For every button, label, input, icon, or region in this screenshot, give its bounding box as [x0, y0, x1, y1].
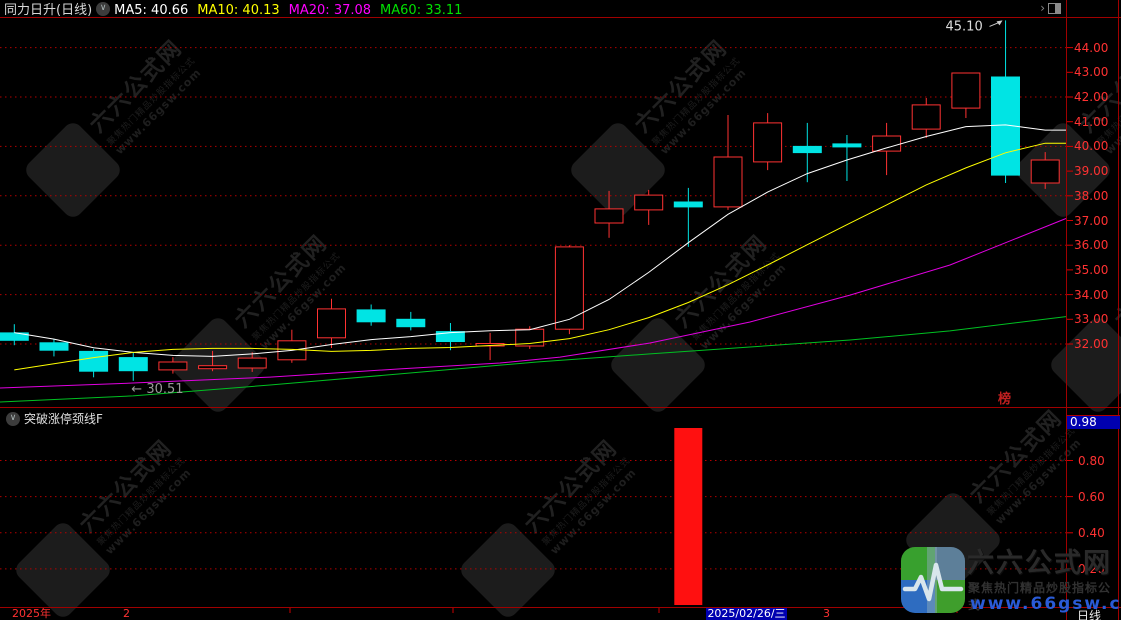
window-controls: › [1040, 1, 1061, 15]
logo-title: 六六公式网 [967, 548, 1112, 579]
period-label[interactable]: 日线 [1077, 609, 1102, 620]
chart-header: 同力日升(日线) ∨ MA5: 40.66 MA10: 40.13 MA20: 37… [0, 0, 1121, 18]
stock-title: 同力日升(日线) [4, 3, 93, 18]
high-annotation: 45.10 [946, 19, 983, 34]
logo-pulse-icon [901, 547, 965, 613]
split-panel-icon[interactable] [1048, 2, 1061, 14]
indicator-name: 突破涨停颈线F [24, 412, 103, 426]
ma-line-MA10 [14, 142, 1066, 371]
timeline-month-mar[interactable]: 3 [823, 607, 830, 620]
timeline-selected-date[interactable]: 2025/02/26/三 [706, 607, 787, 620]
collapse-chevron-icon[interactable]: ∨ [96, 1, 111, 16]
ma-line-MA20 [0, 218, 1067, 389]
ma-label: MA20: 37.08 [288, 3, 372, 18]
ma-line-MA5 [14, 124, 1066, 357]
indicator-header: ∨ 突破涨停颈线F [2, 410, 103, 427]
indicator-latest-value: 0.98 [1067, 415, 1120, 429]
rank-badge: 榜 [998, 391, 1011, 407]
timeline-month-feb[interactable]: 2 [123, 607, 130, 620]
ma-label: MA60: 33.11 [380, 3, 463, 18]
timeline-year[interactable]: 2025年 [12, 607, 51, 620]
ma-line-MA60 [0, 316, 1067, 403]
low-annotation: ← 30.51 [131, 382, 183, 397]
chevron-right-icon[interactable]: › [1040, 1, 1045, 15]
ma-legend: MA5: 40.66 MA10: 40.13 MA20: 37.08 MA60: 33… [114, 0, 471, 18]
collapse-chevron-icon[interactable]: ∨ [6, 411, 20, 426]
logo-url[interactable]: www.66gsw.com [970, 594, 1121, 614]
indicator-bar [674, 428, 703, 605]
site-logo: 六六公式网 聚焦热门精品炒股指标公式 www.66gsw.com [893, 543, 1121, 620]
ma-label: MA5: 40.66 [114, 3, 189, 18]
ma-label: MA10: 40.13 [197, 3, 280, 18]
logo-subtitle: 聚焦热门精品炒股指标公式 [968, 581, 1112, 612]
